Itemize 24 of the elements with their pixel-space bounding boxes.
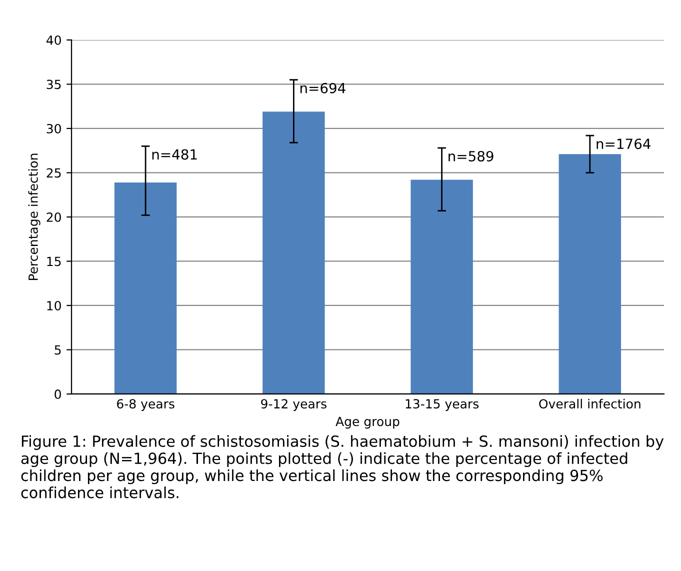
y-tick-label: 15 xyxy=(47,256,61,266)
x-tick-label: 13-15 years xyxy=(406,399,479,411)
bar xyxy=(114,182,177,394)
x-tick-label: 9-12 years xyxy=(261,399,326,411)
y-tick-label: 0 xyxy=(54,389,61,399)
bar xyxy=(262,112,325,394)
annotation: n=1764 xyxy=(596,138,650,150)
x-tick-label: Overall infection xyxy=(539,398,640,409)
y-tick-label: 5 xyxy=(54,345,61,355)
y-tick-label: 25 xyxy=(46,168,61,178)
x-axis-title: Age group xyxy=(336,416,400,429)
caption: Figure 1: Prevalence of schistosomiasis (S. haematobium + S. mansoni) infection by age group (N=1,964). The points plotted (-) indicate the percentage of infected children per age group, while the vertical lines show the corresponding 95% confidence intervals. xyxy=(21,435,664,498)
x-tick-label: 6-8 years xyxy=(117,399,174,411)
annotation: n=589 xyxy=(448,150,494,162)
annotation: n=694 xyxy=(300,82,346,94)
annotation: n=481 xyxy=(152,149,197,160)
y-axis-title: Percentage infection xyxy=(28,154,40,280)
y-tick-label: 10 xyxy=(47,300,61,310)
bar xyxy=(410,180,473,394)
y-tick-label: 30 xyxy=(46,124,61,134)
y-tick-label: 35 xyxy=(46,80,61,90)
bar xyxy=(558,154,622,394)
y-tick-label: 40 xyxy=(46,35,61,45)
y-tick-label: 20 xyxy=(46,212,61,222)
